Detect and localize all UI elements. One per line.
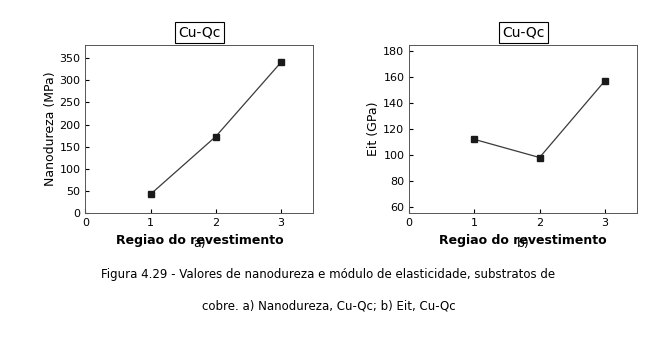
Text: a): a) (193, 237, 206, 250)
Y-axis label: Nanodureza (MPa): Nanodureza (MPa) (43, 72, 57, 186)
Title: Cu-Qc: Cu-Qc (178, 25, 221, 39)
Text: cobre. a) Nanodureza, Cu-Qc; b) Eit, Cu-Qc: cobre. a) Nanodureza, Cu-Qc; b) Eit, Cu-… (202, 299, 455, 312)
Title: Cu-Qc: Cu-Qc (502, 25, 545, 39)
Y-axis label: Eit (GPa): Eit (GPa) (367, 102, 380, 156)
X-axis label: Regiao do revestimento: Regiao do revestimento (116, 234, 283, 247)
Text: Figura 4.29 - Valores de nanodureza e módulo de elasticidade, substratos de: Figura 4.29 - Valores de nanodureza e mó… (101, 268, 556, 281)
X-axis label: Regiao do revestimento: Regiao do revestimento (440, 234, 607, 247)
Text: b): b) (517, 237, 530, 250)
